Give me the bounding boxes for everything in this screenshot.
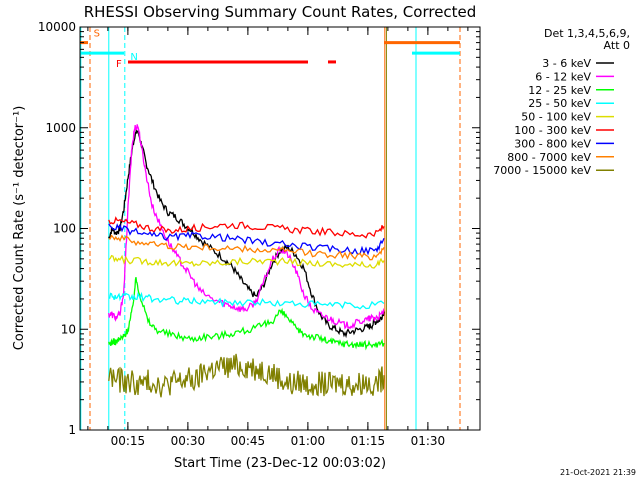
legend-label-1: 3 - 6 keV (542, 57, 591, 70)
legend-label-6: 100 - 300 keV (514, 124, 591, 137)
flag-label-n: N (130, 52, 137, 63)
x-axis-label: Start Time (23-Dec-12 00:03:02) (174, 456, 386, 471)
series-line-9 (108, 353, 385, 398)
legend-label-8: 800 - 7000 keV (507, 151, 591, 164)
y-tick-label-5: 10000 (38, 20, 76, 34)
series-line-2 (108, 124, 385, 330)
legend-label-7: 300 - 800 keV (514, 137, 591, 150)
chart-title: RHESSI Observing Summary Count Rates, Co… (84, 3, 477, 21)
plot-frame (79, 26, 481, 431)
y-tick-label-3: 100 (53, 222, 76, 236)
flag-label-f: F (116, 59, 122, 70)
x-tick-label-1: 00:15 (111, 434, 146, 448)
legend-label-4: 25 - 50 keV (528, 97, 591, 110)
legend-label-9: 7000 - 15000 keV (493, 164, 591, 177)
legend-label-3: 12 - 25 keV (528, 84, 591, 97)
plot-area: S NF (80, 27, 461, 430)
y-tick-label-4: 1000 (45, 121, 76, 135)
x-tick-label-4: 01:00 (291, 434, 326, 448)
y-tick-label-1: 1 (68, 423, 76, 437)
y-tick-label-2: 10 (61, 322, 76, 336)
y-axis-label: Corrected Count Rate (s⁻¹ detector⁻¹) (12, 106, 27, 351)
x-tick-label-3: 00:45 (231, 434, 266, 448)
legend-label-5: 50 - 100 keV (521, 111, 591, 124)
legend-label-2: 6 - 12 keV (535, 70, 591, 83)
series-line-5 (108, 254, 385, 269)
axes: 1 10 100 1000 10000 00:15 00:30 00:45 01:00 01:15… (38, 20, 480, 448)
series-line-4 (108, 291, 385, 310)
x-tick-label-5: 01:15 (351, 434, 386, 448)
legend-header-detectors: Det 1,3,4,5,6,9, (544, 27, 630, 40)
series-line-8 (108, 234, 385, 261)
series-line-3 (108, 277, 385, 351)
x-tick-label-6: 01:30 (411, 434, 446, 448)
legend-header-attenuator: Att 0 (604, 39, 630, 52)
x-tick-label-2: 00:30 (171, 434, 206, 448)
flag-label-s: S (94, 29, 100, 40)
series-line-1 (108, 128, 385, 339)
footer-date: 21-Oct-2021 21:39 (560, 468, 636, 477)
series-line-7 (108, 223, 385, 256)
series-line-6 (108, 216, 385, 239)
